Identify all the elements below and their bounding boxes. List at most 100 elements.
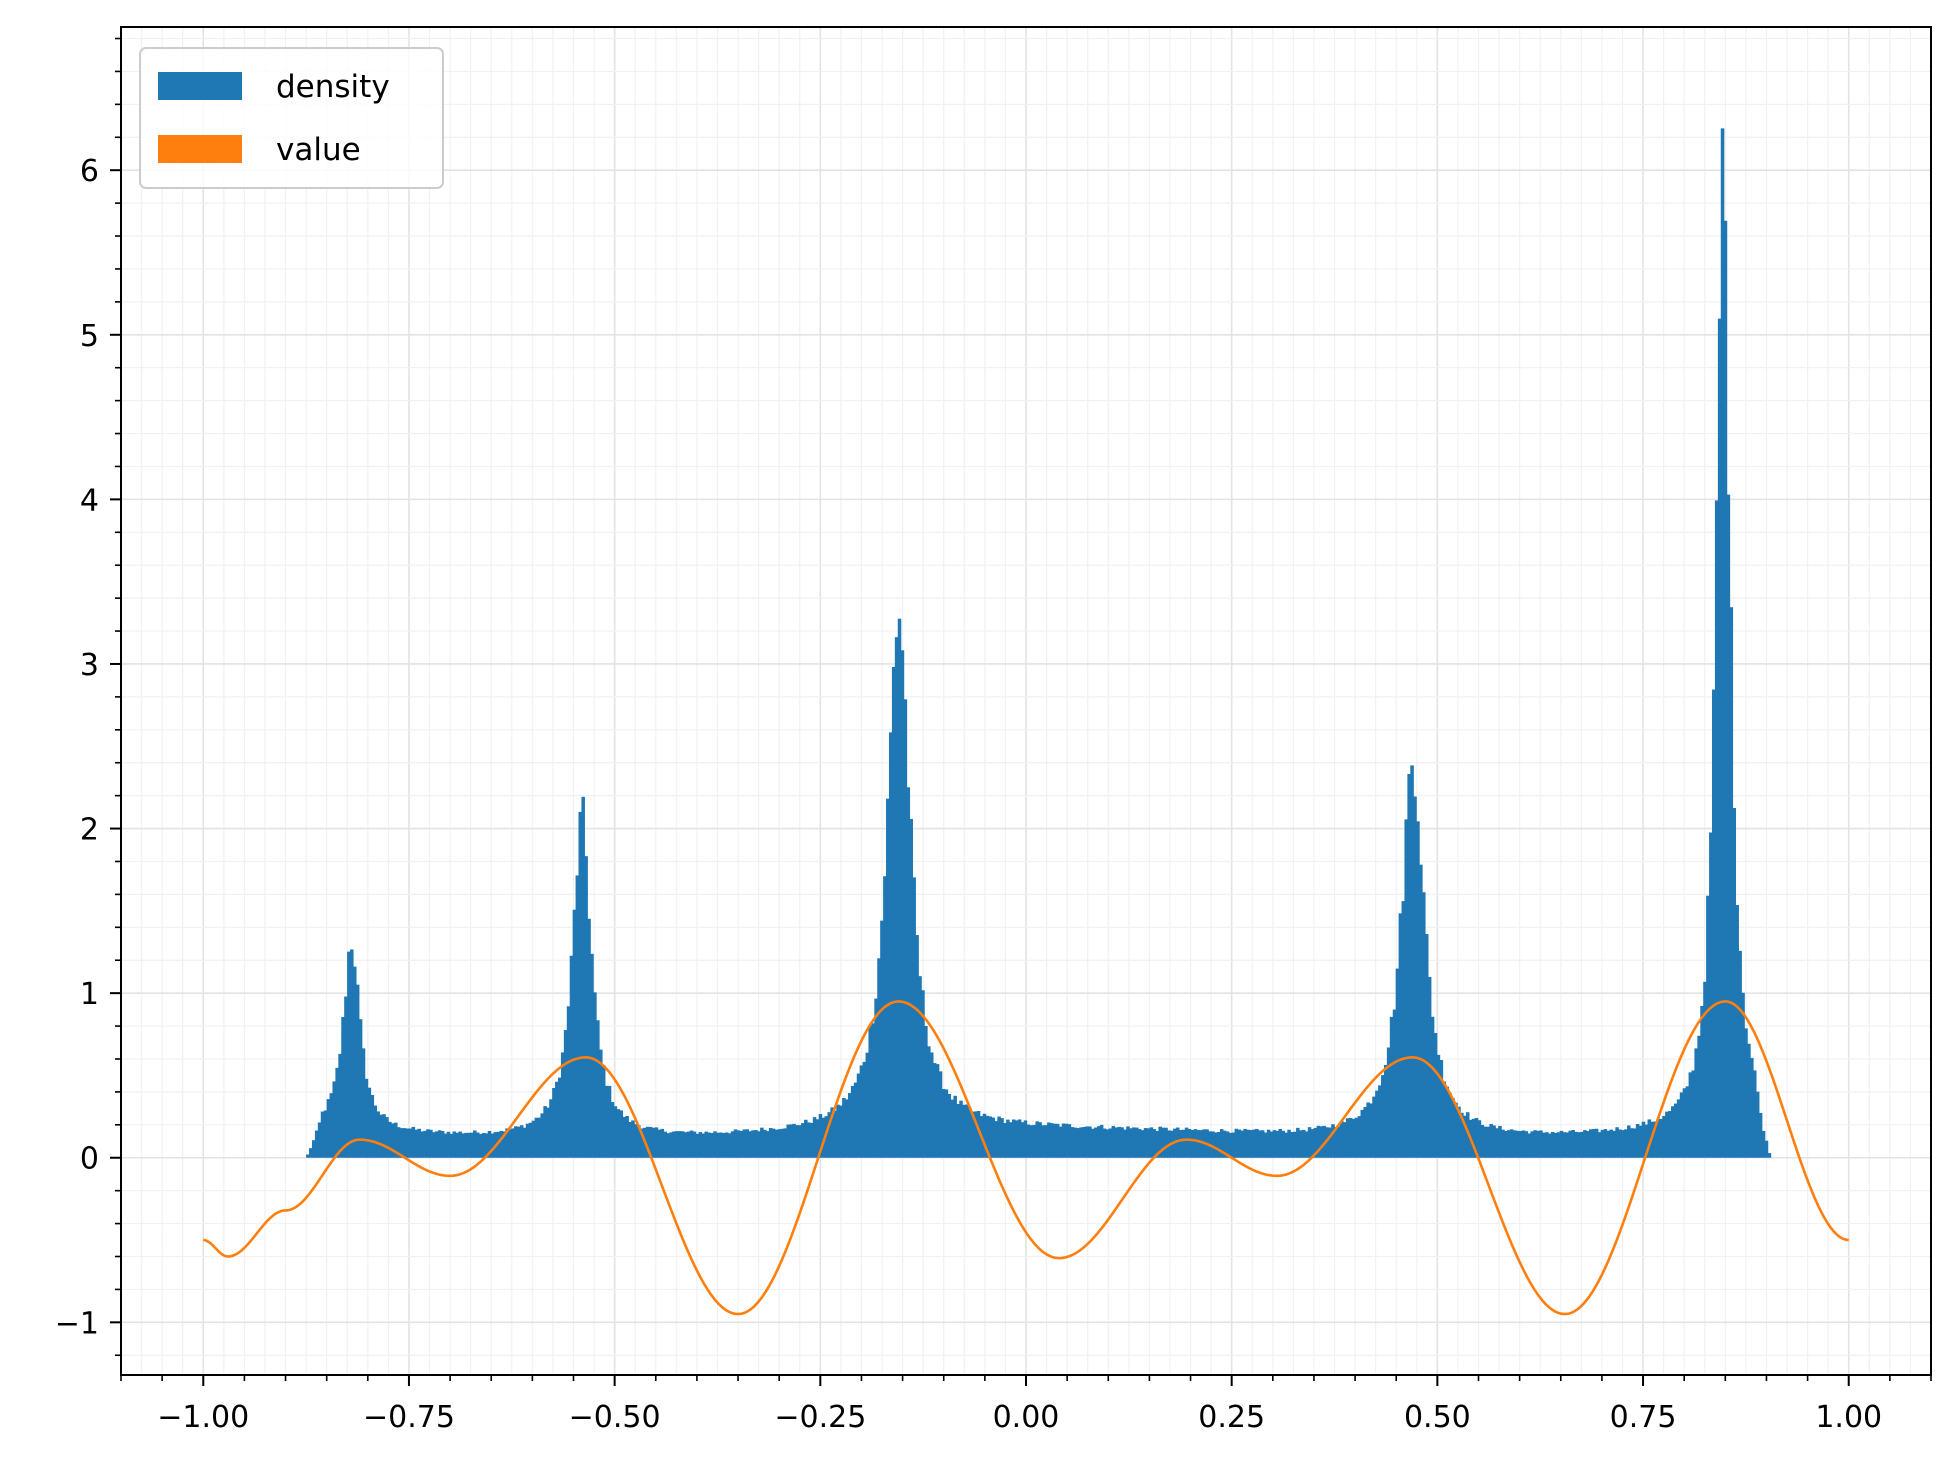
value-line-layer <box>202 1000 1849 1316</box>
histogram-bar <box>903 699 908 1158</box>
histogram-bar <box>698 1132 703 1158</box>
y-axis: −1 0 1 2 3 4 5 6 <box>55 37 121 1357</box>
histogram-bar <box>1117 1126 1121 1158</box>
histogram-bar <box>1249 1130 1253 1158</box>
histogram-bar <box>393 1122 398 1158</box>
histogram-bar <box>707 1132 711 1158</box>
histogram-bar <box>391 1123 395 1158</box>
histogram-bar <box>1410 765 1414 1158</box>
histogram-bar <box>965 1104 969 1158</box>
histogram-bar <box>1717 318 1722 1158</box>
x-tick-label: 0.75 <box>1610 1400 1677 1435</box>
histogram-bar <box>1445 1086 1449 1158</box>
histogram-bar <box>1175 1127 1180 1158</box>
histogram-bar <box>1076 1128 1080 1158</box>
histogram-bar <box>1629 1128 1634 1158</box>
histogram-bar <box>1067 1124 1072 1158</box>
histogram-bar <box>1237 1129 1242 1158</box>
histogram-bar <box>317 1122 322 1158</box>
histogram-bar <box>1691 1070 1696 1158</box>
histogram-bar <box>364 1078 369 1158</box>
histogram-bar <box>722 1132 726 1158</box>
histogram-bar <box>452 1131 457 1158</box>
histogram-bar <box>1668 1111 1672 1158</box>
legend-swatch-density <box>158 72 242 100</box>
histogram-bar <box>373 1105 378 1158</box>
histogram-bar <box>1357 1116 1362 1158</box>
histogram-bar <box>1260 1130 1265 1158</box>
histogram-bar <box>973 1111 978 1158</box>
histogram-bar <box>458 1131 462 1158</box>
histogram-bar <box>968 1107 972 1158</box>
x-tick-label: 0.25 <box>1198 1400 1265 1435</box>
density-histogram <box>306 128 1772 1158</box>
histogram-bar <box>470 1132 474 1158</box>
histogram-bar <box>1512 1130 1517 1158</box>
histogram-bar <box>1105 1129 1110 1158</box>
histogram-bar <box>1325 1127 1329 1158</box>
histogram-bar <box>760 1127 764 1158</box>
histogram-bar <box>1290 1132 1294 1158</box>
histogram-bar <box>367 1087 372 1158</box>
histogram-bar <box>1427 976 1432 1158</box>
histogram-bar <box>1369 1103 1373 1158</box>
histogram-bar <box>1627 1125 1631 1158</box>
histogram-bar <box>1120 1127 1124 1158</box>
histogram-bar <box>1079 1127 1083 1158</box>
histogram-bar <box>897 618 902 1158</box>
histogram-bar <box>1750 1057 1754 1158</box>
histogram-bar <box>593 992 597 1158</box>
histogram-bar <box>637 1125 641 1158</box>
histogram-bar <box>1381 1075 1385 1158</box>
histogram-bar <box>1392 1009 1397 1158</box>
histogram-bar <box>765 1131 770 1158</box>
histogram-bar <box>1334 1126 1338 1158</box>
histogram-bar <box>801 1123 805 1158</box>
histogram-bar <box>1181 1129 1186 1158</box>
histogram-bar <box>1685 1086 1690 1158</box>
histogram-bar <box>557 1077 562 1158</box>
histogram-bar <box>742 1129 747 1158</box>
histogram-bar <box>1193 1129 1198 1158</box>
histogram-bar <box>874 998 878 1158</box>
histogram-bar <box>795 1125 799 1158</box>
histogram-bar <box>962 1104 966 1158</box>
histogram-bar <box>713 1131 717 1158</box>
histogram-bar <box>1228 1132 1233 1158</box>
histogram-bar <box>1436 1054 1441 1158</box>
histogram-bar <box>783 1128 788 1158</box>
histogram-bar <box>552 1088 556 1158</box>
histogram-bar <box>830 1107 834 1158</box>
histogram-bar <box>446 1131 451 1158</box>
histogram-bar <box>1553 1132 1558 1158</box>
histogram-bar <box>376 1111 380 1158</box>
histogram-bar <box>1714 500 1719 1158</box>
histogram-bar <box>1474 1117 1479 1158</box>
histogram-bar <box>900 650 905 1158</box>
histogram-bar <box>1509 1129 1514 1158</box>
x-tick-label: −0.25 <box>774 1400 866 1435</box>
histogram-bar <box>522 1127 527 1158</box>
y-tick-label: 1 <box>80 977 99 1012</box>
histogram-bar <box>361 1048 366 1158</box>
histogram-bar <box>1363 1106 1367 1158</box>
histogram-bar <box>1020 1122 1025 1158</box>
histogram-bar <box>546 1107 550 1158</box>
histogram-bar <box>1504 1131 1508 1158</box>
histogram-bar <box>1296 1127 1300 1158</box>
histogram-bar <box>382 1114 386 1158</box>
histogram-bar <box>1568 1130 1573 1158</box>
histogram-bar <box>1673 1103 1678 1158</box>
histogram-bar <box>1594 1128 1599 1158</box>
histogram-bar <box>1583 1130 1587 1158</box>
histogram-bar <box>1603 1129 1608 1158</box>
histogram-bar <box>1612 1130 1616 1158</box>
histogram-bar <box>1454 1102 1458 1158</box>
histogram-bar <box>730 1131 735 1158</box>
histogram-bar <box>1647 1119 1652 1158</box>
histogram-bar <box>1621 1130 1625 1158</box>
histogram-bar <box>566 1006 571 1158</box>
histogram-bar <box>437 1130 442 1158</box>
histogram-bar <box>1738 950 1742 1158</box>
histogram-bar <box>1146 1128 1151 1158</box>
